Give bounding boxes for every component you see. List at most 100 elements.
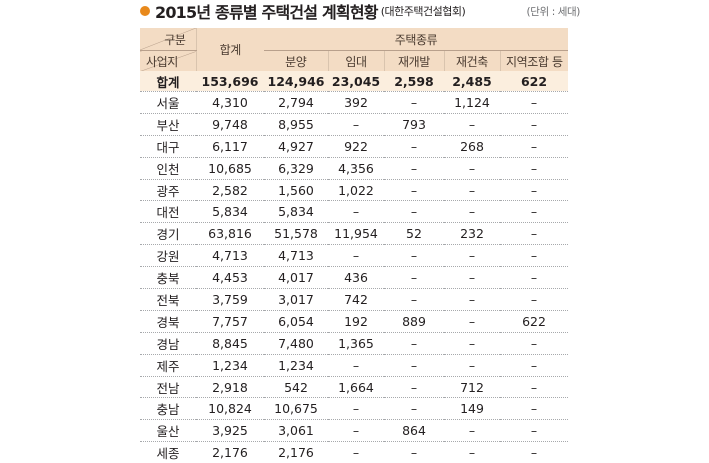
value-cell: 232 — [444, 222, 500, 245]
total-cell: 622 — [500, 71, 569, 92]
value-cell: – — [444, 156, 500, 180]
value-cell: – — [444, 266, 500, 289]
table-row: 제주 1,234 1,234– – – – — [140, 353, 569, 377]
value-cell: – — [384, 375, 444, 398]
value-cell: – — [384, 288, 444, 311]
value-cell: 2,918 — [196, 375, 264, 398]
value-cell: – — [384, 156, 444, 180]
header-type-rental: 임대 — [327, 50, 384, 71]
region-cell: 대전 — [140, 200, 196, 223]
value-cell: – — [328, 112, 384, 136]
value-cell: 8,955 — [264, 112, 328, 136]
value-cell: 5,834 — [196, 200, 264, 223]
value-cell: 3,061 — [264, 419, 328, 442]
value-cell: – — [500, 91, 569, 114]
value-cell: 1,234 — [196, 353, 264, 377]
value-cell: – — [500, 266, 569, 289]
table-row: 광주 2,582 1,560 1,022– – – — [140, 178, 569, 201]
value-cell: – — [328, 441, 384, 463]
value-cell: 392 — [328, 91, 384, 114]
value-cell: 1,022 — [328, 178, 384, 201]
value-cell: – — [384, 331, 444, 355]
value-cell: 4,356 — [328, 156, 384, 180]
value-cell: 793 — [384, 112, 444, 136]
region-cell: 충북 — [140, 266, 196, 289]
table-row: 전남 2,918 542 1,664–712– — [140, 375, 569, 398]
value-cell: 10,675 — [264, 397, 328, 420]
header-type-reconstruction: 재건축 — [443, 50, 500, 71]
value-cell: 4,453 — [196, 266, 264, 289]
value-cell: – — [500, 419, 569, 442]
table-row: 서울 4,310 2,794 392–1,124– — [140, 91, 569, 114]
value-cell: 712 — [444, 375, 500, 398]
table-row: 대구 6,117 4,927 922–268– — [140, 134, 569, 158]
region-cell: 인천 — [140, 156, 196, 180]
value-cell: – — [500, 200, 569, 223]
header-gubun: 구분 — [140, 28, 196, 51]
table-row: 경북 7,757 6,054 192 889–622 — [140, 309, 569, 333]
value-cell: 4,310 — [196, 91, 264, 114]
value-cell: 742 — [328, 288, 384, 311]
unit-label: (단위 : 세대) — [526, 5, 581, 18]
table-row: 충북 4,453 4,017 436– – – — [140, 266, 569, 289]
header-type-local-union: 지역조합 등 — [499, 50, 569, 71]
value-cell: 1,365 — [328, 331, 384, 355]
header-type-redevelopment: 재개발 — [383, 50, 444, 71]
value-cell: 268 — [444, 134, 500, 158]
table-row: 세종 2,176 2,176– – – – — [140, 441, 569, 463]
value-cell: – — [384, 244, 444, 267]
value-cell: – — [500, 134, 569, 158]
value-cell: – — [328, 397, 384, 420]
value-cell: 3,925 — [196, 419, 264, 442]
value-cell: – — [384, 266, 444, 289]
value-cell: 4,713 — [264, 244, 328, 267]
value-cell: – — [500, 397, 569, 420]
value-cell: 10,685 — [196, 156, 264, 180]
total-label: 합계 — [140, 71, 196, 92]
value-cell: – — [500, 178, 569, 201]
value-cell: 4,927 — [264, 134, 328, 158]
value-cell: 4,017 — [264, 266, 328, 289]
table-row: 강원 4,713 4,713– – – – — [140, 244, 569, 267]
header-total: 합계 — [195, 28, 264, 71]
bullet-dot-icon — [140, 6, 150, 16]
value-cell: 10,824 — [196, 397, 264, 420]
table-row: 대전 5,834 5,834– – – – — [140, 200, 569, 223]
value-cell: – — [444, 178, 500, 201]
table-row: 경남 8,845 7,480 1,365– – – — [140, 331, 569, 355]
value-cell: 864 — [384, 419, 444, 442]
value-cell: – — [444, 200, 500, 223]
value-cell: – — [500, 244, 569, 267]
region-cell: 전북 — [140, 288, 196, 311]
value-cell: 2,176 — [196, 441, 264, 463]
value-cell: 192 — [328, 309, 384, 333]
value-cell: 8,845 — [196, 331, 264, 355]
total-cell: 2,598 — [384, 71, 444, 92]
value-cell: – — [384, 353, 444, 377]
value-cell: 9,748 — [196, 112, 264, 136]
source-label: (대한주택건설협회) — [380, 5, 466, 18]
value-cell: 1,664 — [328, 375, 384, 398]
total-row: 합계 153,696 124,946 23,045 2,598 2,485 62… — [140, 71, 569, 92]
value-cell: – — [384, 134, 444, 158]
region-cell: 대구 — [140, 134, 196, 158]
value-cell: – — [500, 353, 569, 377]
value-cell: – — [444, 244, 500, 267]
value-cell: – — [500, 222, 569, 245]
value-cell: 1,234 — [264, 353, 328, 377]
value-cell: – — [328, 353, 384, 377]
value-cell: – — [444, 419, 500, 442]
housing-plan-table: 구분 합계 주택종류 사업지 분양 임대 재개발 재건축 지역조합 등 합계 1… — [140, 28, 569, 463]
value-cell: 436 — [328, 266, 384, 289]
table-row: 경기 63,816 51,578 11,954 52 232– — [140, 222, 569, 245]
table-title: 2015년 종류별 주택건설 계획현황 — [155, 3, 378, 22]
total-cell: 124,946 — [264, 71, 328, 92]
value-cell: – — [500, 112, 569, 136]
region-cell: 강원 — [140, 244, 196, 267]
value-cell: – — [444, 288, 500, 311]
value-cell: 542 — [264, 375, 328, 398]
value-cell: 7,757 — [196, 309, 264, 333]
value-cell: – — [384, 178, 444, 201]
table-row: 인천 10,685 6,329 4,356– – – — [140, 156, 569, 180]
table-row: 전북 3,759 3,017 742– – – — [140, 288, 569, 311]
